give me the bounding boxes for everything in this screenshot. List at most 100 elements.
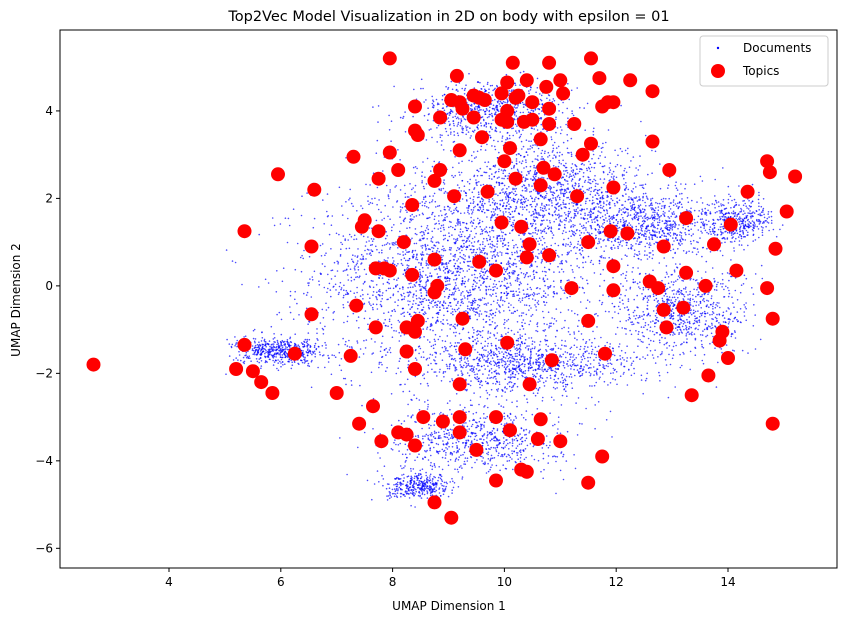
document-point: [461, 180, 464, 182]
document-point: [435, 98, 438, 101]
document-point: [481, 230, 484, 233]
document-point: [335, 289, 337, 291]
document-point: [471, 307, 473, 310]
document-point: [356, 342, 359, 344]
document-point: [423, 297, 426, 300]
document-point: [376, 203, 378, 206]
document-point: [508, 271, 511, 274]
document-point: [537, 230, 540, 232]
document-point: [548, 220, 551, 222]
document-point: [540, 123, 543, 126]
document-point: [464, 297, 466, 299]
document-point: [496, 206, 499, 209]
document-point: [597, 183, 599, 185]
document-point: [601, 196, 604, 199]
document-point: [571, 185, 574, 188]
document-point: [438, 371, 441, 373]
document-point: [617, 220, 619, 223]
document-point: [372, 352, 375, 354]
document-point: [565, 175, 568, 177]
document-point: [403, 311, 405, 314]
document-point: [324, 325, 326, 328]
document-point: [477, 333, 480, 336]
document-point: [538, 292, 540, 295]
document-point: [573, 176, 576, 178]
document-point: [473, 206, 475, 209]
document-point: [599, 155, 601, 157]
document-point: [425, 260, 428, 262]
document-point: [532, 218, 535, 221]
document-point: [600, 246, 602, 248]
document-point: [397, 263, 399, 265]
document-point: [381, 355, 384, 358]
document-point: [588, 189, 590, 191]
document-point: [509, 257, 512, 260]
document-point: [345, 340, 347, 343]
document-point: [454, 262, 457, 265]
document-point: [398, 360, 401, 363]
document-point: [517, 255, 519, 258]
document-point: [630, 160, 632, 162]
document-point: [469, 221, 472, 224]
document-point: [515, 205, 517, 208]
document-point: [573, 202, 575, 204]
document-point: [431, 165, 434, 168]
document-point: [690, 243, 692, 245]
document-point: [449, 342, 452, 344]
document-point: [446, 288, 449, 290]
document-point: [517, 169, 519, 172]
document-point: [521, 335, 523, 338]
document-point: [437, 124, 440, 127]
document-point: [600, 211, 602, 214]
document-point: [445, 349, 447, 352]
document-point: [537, 177, 540, 179]
document-point: [548, 94, 551, 97]
document-point: [489, 134, 491, 137]
document-point: [441, 340, 444, 342]
document-point: [627, 147, 629, 150]
document-point: [538, 117, 541, 120]
document-point: [455, 249, 458, 252]
document-point: [339, 254, 342, 256]
document-point: [363, 268, 366, 271]
document-point: [625, 271, 628, 273]
document-point: [433, 218, 436, 221]
document-point: [617, 241, 620, 244]
document-point: [512, 293, 514, 296]
document-point: [496, 109, 499, 111]
document-point: [512, 192, 515, 195]
document-point: [591, 157, 593, 160]
document-point: [549, 189, 551, 191]
document-point: [524, 275, 527, 277]
document-point: [471, 245, 474, 247]
document-point: [435, 320, 438, 323]
document-point: [420, 264, 422, 266]
document-point: [585, 222, 588, 224]
document-point: [446, 319, 448, 321]
document-point: [509, 290, 512, 293]
document-point: [367, 293, 369, 296]
document-point: [458, 307, 460, 310]
document-point: [569, 175, 571, 177]
document-point: [456, 125, 459, 127]
document-point: [508, 220, 511, 223]
document-point: [399, 253, 401, 256]
document-point: [425, 312, 427, 315]
document-point: [381, 342, 383, 344]
document-point: [640, 215, 642, 217]
document-point: [643, 254, 646, 256]
document-point: [552, 280, 555, 283]
document-point: [496, 324, 499, 327]
document-point: [362, 255, 365, 258]
document-point: [492, 227, 494, 229]
document-point: [658, 221, 661, 224]
document-point: [365, 273, 368, 276]
document-point: [376, 291, 378, 294]
document-point: [273, 224, 276, 227]
document-point: [540, 239, 542, 242]
document-point: [576, 168, 578, 170]
document-point: [340, 241, 342, 244]
document-point: [383, 312, 385, 315]
document-point: [473, 332, 475, 334]
document-point: [523, 167, 525, 169]
